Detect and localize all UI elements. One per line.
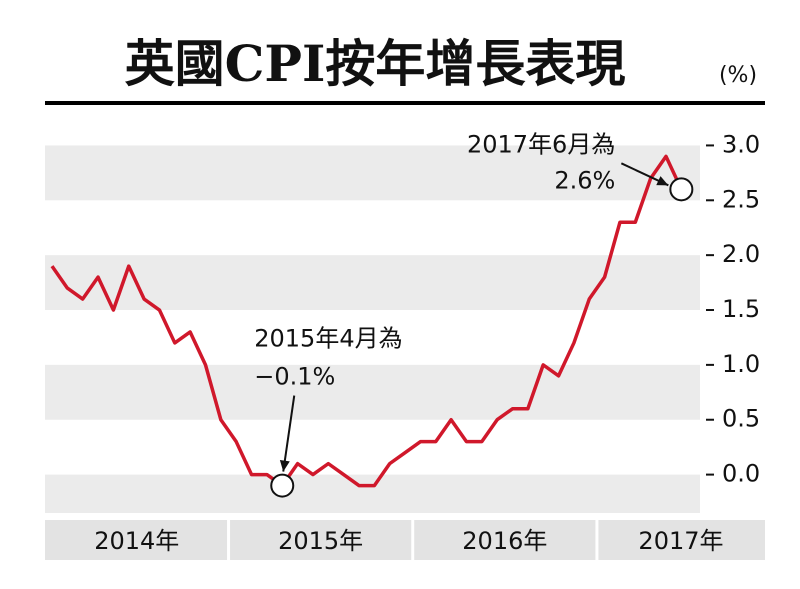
annotation-text: 2.6% xyxy=(554,166,615,194)
annotation-arrow xyxy=(282,395,296,472)
y-tick-label: 3.0 xyxy=(722,130,760,158)
arrow-head xyxy=(656,176,669,186)
grid-band xyxy=(45,364,700,420)
year-bar xyxy=(45,520,765,560)
highlight-marker xyxy=(270,473,295,498)
x-tick-label: 2014年 xyxy=(94,527,179,555)
y-tick-label: 1.0 xyxy=(722,350,760,378)
x-tick-label: 2016年 xyxy=(462,527,547,555)
grid-band xyxy=(45,255,700,311)
annotation-text: −0.1% xyxy=(254,363,335,391)
y-tick-label: 1.5 xyxy=(722,295,760,323)
annotation-text: 2017年6月為 xyxy=(467,130,615,158)
unit-label: (%) xyxy=(719,63,757,88)
grid-band xyxy=(45,145,700,201)
line-series xyxy=(50,154,683,488)
highlight-marker xyxy=(669,177,694,202)
y-tick-label: 0.5 xyxy=(722,405,760,433)
y-tick-label: 2.5 xyxy=(722,185,760,213)
x-tick-label: 2017年 xyxy=(638,527,723,555)
chart-title: 英國CPI按年增長表現 xyxy=(125,34,626,93)
annotation-text: 2015年4月為 xyxy=(254,325,402,353)
grid-band xyxy=(45,474,700,513)
arrow-head xyxy=(279,459,290,472)
y-tick-label: 0.0 xyxy=(722,460,760,488)
x-tick-label: 2015年 xyxy=(278,527,363,555)
y-tick-label: 2.0 xyxy=(722,240,760,268)
